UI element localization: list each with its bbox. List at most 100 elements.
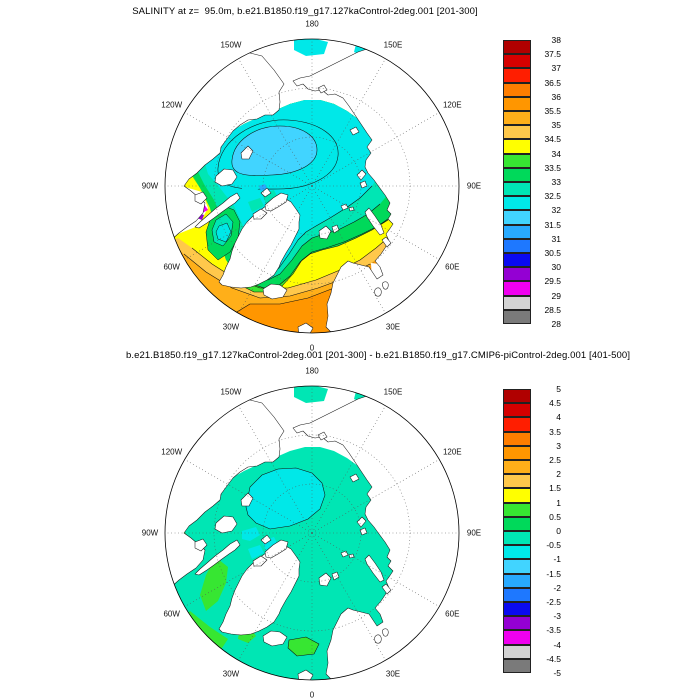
colorbar-box <box>503 502 531 517</box>
colorbar-label: 28 <box>551 319 561 329</box>
colorbar-box <box>503 125 531 140</box>
colorbar-box <box>503 82 531 97</box>
colorbar-label: 31.5 <box>544 219 561 230</box>
meridian-label-120e: 120E <box>443 101 462 110</box>
meridian-label-120w: 120W <box>161 448 182 457</box>
colorbar-box <box>503 96 531 111</box>
colorbar-label: -1.5 <box>546 568 561 579</box>
colorbar-label: 32.5 <box>544 191 561 202</box>
colorbar-label: 5 <box>556 384 561 394</box>
colorbar-label: 28.5 <box>544 304 561 315</box>
colorbar-box <box>503 167 531 182</box>
colorbar-box <box>503 516 531 531</box>
colorbar-label: 3 <box>556 440 561 451</box>
colorbar-box <box>503 474 531 489</box>
colorbar-label: -3.5 <box>546 625 561 636</box>
contour-33 <box>257 203 381 281</box>
colorbar-label: 36 <box>551 91 561 102</box>
colorbar-box <box>503 460 531 475</box>
colorbar-box <box>503 111 531 126</box>
colorbar-label: 2.5 <box>549 455 561 465</box>
channel-blue-dot-1 <box>259 184 267 191</box>
bottom-colorbar: 5 4.5 4 3.5 3 2.5 2 1.5 1 0.5 0 -0.5 -1 -1.5 -2 -2.5 -3 -… <box>503 384 567 678</box>
meridian-label-150w: 150W <box>221 41 242 50</box>
colorbar-box <box>503 281 531 296</box>
colorbar-label: 4.5 <box>549 398 561 409</box>
colorbar-label: 32 <box>551 205 561 216</box>
colorbar-label: 2 <box>556 469 561 480</box>
map-boundary <box>164 38 460 334</box>
colorbar-label: 35 <box>551 120 561 131</box>
green-patch-west-greenland <box>200 559 228 611</box>
colorbar-box <box>503 531 531 546</box>
colorbar-box <box>503 182 531 197</box>
meridian-label-30w: 30W <box>223 322 240 331</box>
meridian-label-90w: 90W <box>142 182 159 191</box>
colorbar-box <box>503 630 531 645</box>
meridian-label-90e: 90E <box>467 529 481 538</box>
colorbar-box <box>503 559 531 574</box>
colorbar-label: 34.5 <box>544 134 561 145</box>
meridian-label-120w: 120W <box>161 101 182 110</box>
meridian-label-0: 0 <box>310 691 315 700</box>
ocean-beaufort-31.5-32 <box>231 125 318 176</box>
meridian-labels: 180 150E 120E 90E 60E 30E 0 30W 60W 90W … <box>142 20 481 353</box>
colorbar-label: 29 <box>551 290 561 301</box>
colorbar-label: 34 <box>551 148 561 159</box>
meridian-label-150e: 150E <box>384 388 403 397</box>
colorbar-box <box>503 238 531 253</box>
chukchi-cyan-patch <box>294 39 328 56</box>
meridian-labels: 180 150E 120E 90E 60E 30E 0 30W 60W 90W … <box>142 367 481 700</box>
colorbar-box <box>503 431 531 446</box>
colorbar-label: 35.5 <box>544 106 561 116</box>
colorbar-box <box>503 389 531 404</box>
colorbar-label: -4.5 <box>546 653 561 664</box>
colorbar-box <box>503 658 531 673</box>
colorbar-label: 3.5 <box>549 426 561 437</box>
top-map-salinity: 180 150E 120E 90E 60E 30E 0 30W 60W 90W … <box>142 20 481 353</box>
colorbar-box <box>503 210 531 225</box>
meridian-label-60w: 60W <box>163 263 180 272</box>
channel-patch-1b <box>242 527 260 541</box>
colorbar-box <box>503 587 531 602</box>
colorbar-label: -0.5 <box>546 540 561 551</box>
colorbar-label: 0 <box>556 526 561 536</box>
meridian-label-180: 180 <box>305 20 319 29</box>
colorbar-box <box>503 445 531 460</box>
colorbar-label: 29.5 <box>544 276 561 287</box>
colorbar-label: -1 <box>553 554 561 565</box>
green-patch-south-of-iceland <box>287 636 320 657</box>
meridian-label-180: 180 <box>305 367 319 376</box>
colorbar-label: 37 <box>551 63 561 74</box>
colorbar-box <box>503 139 531 154</box>
bottom-chart-title: b.e21.B1850.f19_g17.127kaControl-2deg.00… <box>125 350 631 361</box>
meridian-label-60e: 60E <box>445 263 459 272</box>
channel-patch-1 <box>242 180 260 194</box>
meridian-label-60e: 60E <box>445 610 459 619</box>
colorbar-label: 30.5 <box>544 248 561 258</box>
baffin-bay-cyan-core <box>215 222 232 243</box>
colorbar-box <box>503 295 531 310</box>
meridian-label-150e: 150E <box>384 41 403 50</box>
colorbar-box <box>503 68 531 83</box>
colorbar-label: 4 <box>556 412 561 423</box>
colorbar-label: -4 <box>553 639 561 650</box>
colorbar-box <box>503 224 531 239</box>
chukchi-patch-b <box>294 386 328 403</box>
colorbar-box <box>503 54 531 69</box>
colorbar-label: -3 <box>553 611 561 622</box>
colorbar-box <box>503 417 531 432</box>
colorbar-box <box>503 403 531 418</box>
colorbar-label: -2 <box>553 582 561 593</box>
central-arctic-cyan-anomaly <box>245 467 326 530</box>
colorbar-box <box>503 196 531 211</box>
colorbar-box <box>503 573 531 588</box>
colorbar-box <box>503 616 531 631</box>
top-colorbar: 38 37.5 37 36.5 36 35.5 35 34.5 34 33.5 33 32.5 32 31… <box>503 35 567 329</box>
colorbar-label: 33.5 <box>544 162 561 173</box>
colorbar-box <box>503 602 531 617</box>
colorbar-label: 30 <box>551 262 561 273</box>
meridian-label-90e: 90E <box>467 182 481 191</box>
contour-33.5 <box>241 219 389 289</box>
